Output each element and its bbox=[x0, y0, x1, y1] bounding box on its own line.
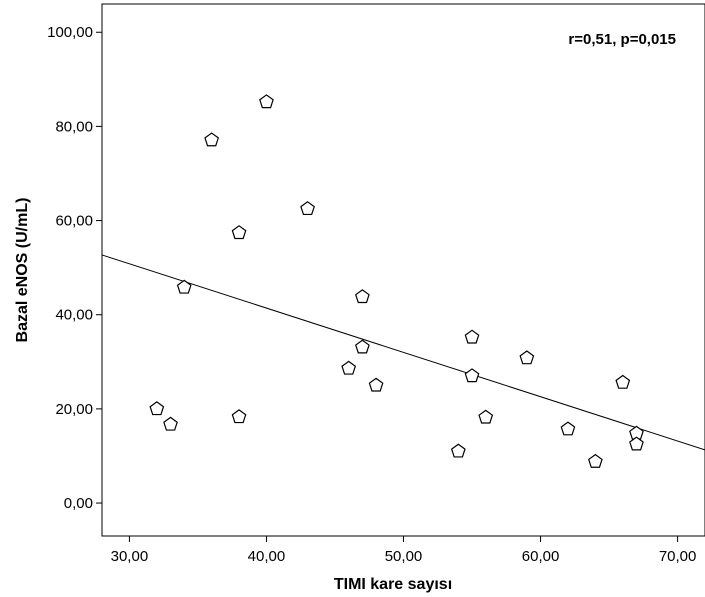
data-point bbox=[300, 201, 315, 216]
y-tick-label: 60,00 bbox=[55, 213, 93, 230]
data-point bbox=[629, 436, 644, 451]
data-point bbox=[464, 368, 480, 383]
data-point bbox=[615, 374, 631, 389]
data-point bbox=[149, 401, 165, 416]
data-point bbox=[478, 409, 494, 424]
y-axis: 0,00 20,00 40,00 60,00 80,00 100,00 bbox=[47, 24, 102, 512]
fit-line bbox=[101, 254, 705, 451]
data-points bbox=[149, 94, 644, 468]
data-point bbox=[464, 329, 480, 344]
data-point bbox=[341, 360, 357, 375]
data-point bbox=[176, 279, 192, 294]
x-tick-label: 60,00 bbox=[522, 548, 560, 565]
y-tick-label: 80,00 bbox=[55, 118, 93, 135]
y-tick-label: 100,00 bbox=[47, 24, 93, 41]
plot-area bbox=[101, 3, 705, 537]
data-point bbox=[588, 453, 603, 468]
y-tick-label: 0,00 bbox=[64, 495, 93, 512]
y-axis-title: Bazal eNOS (U/mL) bbox=[14, 198, 31, 343]
x-tick-label: 40,00 bbox=[248, 548, 286, 565]
x-tick-label: 30,00 bbox=[111, 548, 149, 565]
data-point bbox=[450, 443, 466, 458]
x-tick-label: 70,00 bbox=[659, 548, 697, 565]
data-point bbox=[259, 94, 274, 109]
data-point bbox=[231, 409, 247, 424]
annotation-text: r=0,51, p=0,015 bbox=[568, 31, 676, 48]
data-point bbox=[204, 132, 219, 147]
x-axis-title: TIMI kare sayısı bbox=[334, 576, 452, 593]
data-point bbox=[368, 377, 384, 392]
x-tick-label: 50,00 bbox=[385, 548, 423, 565]
data-point bbox=[355, 339, 370, 354]
data-point bbox=[519, 350, 535, 365]
data-point bbox=[231, 225, 247, 240]
data-point bbox=[355, 289, 370, 304]
x-axis: 30,00 40,00 50,00 60,00 70,00 bbox=[111, 536, 697, 565]
y-tick-label: 20,00 bbox=[55, 401, 93, 418]
y-tick-label: 40,00 bbox=[55, 307, 93, 324]
data-point bbox=[560, 421, 576, 436]
data-point bbox=[163, 416, 178, 431]
